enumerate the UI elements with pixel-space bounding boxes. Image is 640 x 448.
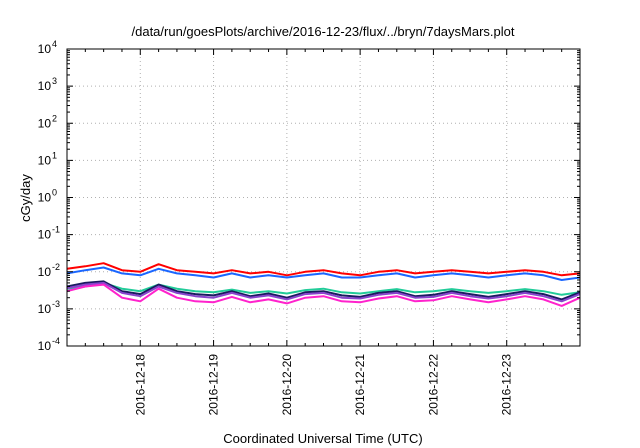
- y-tick-base: 10: [38, 302, 52, 316]
- series-line-5: [66, 281, 581, 303]
- grid: [67, 49, 580, 346]
- x-tick-label: 2016-12-20: [280, 354, 294, 416]
- y-axis-label: cGy/day: [18, 174, 33, 222]
- y-tick-exponent: 2: [52, 113, 57, 123]
- y-tick-base: 10: [38, 228, 52, 242]
- chart-title: /data/run/goesPlots/archive/2016-12-23/f…: [132, 24, 515, 39]
- y-tick-base: 10: [38, 191, 52, 205]
- y-tick-label: 10: [38, 153, 52, 167]
- x-tick-label: 2016-12-23: [500, 354, 514, 416]
- y-tick-exponent: 4: [52, 39, 57, 49]
- y-tick-label: 10: [38, 191, 52, 205]
- y-tick-base: 10: [38, 42, 52, 56]
- x-axis-label: Coordinated Universal Time (UTC): [223, 431, 422, 446]
- series-layer: [66, 262, 581, 307]
- y-tick-exponent: -2: [52, 262, 60, 272]
- x-tick-labels: 2016-12-18 2016-12-19 2016-12-20 2016-12-21…: [133, 354, 513, 416]
- y-tick-base: 10: [38, 339, 52, 353]
- y-tick-label: 10: [38, 339, 52, 353]
- y-tick-exponent: 0: [52, 188, 57, 198]
- y-tick-label: 10: [38, 79, 52, 93]
- y-tick-label: 10: [38, 116, 52, 130]
- series-line-2: [66, 266, 581, 281]
- ticks: [67, 48, 580, 347]
- y-tick-base: 10: [38, 265, 52, 279]
- y-tick-label: 10: [38, 228, 52, 242]
- y-tick-label: 10: [38, 42, 52, 56]
- series-line-6: [66, 283, 581, 307]
- y-tick-base: 10: [38, 79, 52, 93]
- y-tick-label: 10: [38, 265, 52, 279]
- series-line-4: [66, 280, 581, 301]
- x-tick-label: 2016-12-21: [353, 354, 367, 416]
- y-tick-label: 10: [38, 302, 52, 316]
- y-tick-exponent: -1: [52, 225, 60, 235]
- y-tick-base: 10: [38, 153, 52, 167]
- y-tick-base: 10: [38, 116, 52, 130]
- y-tick-exponent: 3: [52, 76, 57, 86]
- x-tick-label: 2016-12-22: [426, 354, 440, 416]
- y-tick-exponent: 1: [52, 150, 57, 160]
- series-line-1: [66, 262, 581, 277]
- x-tick-label: 2016-12-18: [133, 354, 147, 416]
- y-tick-exponent: -4: [52, 336, 60, 346]
- x-tick-label: 2016-12-19: [207, 354, 221, 416]
- y-tick-exponent: -3: [52, 299, 60, 309]
